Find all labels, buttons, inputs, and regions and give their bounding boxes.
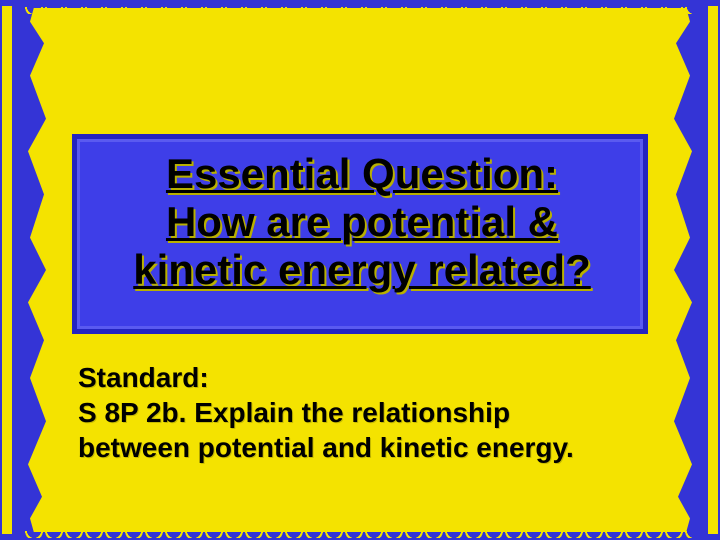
- title-line-3: kinetic energy related?: [133, 246, 591, 293]
- top-scallop: [24, 2, 696, 14]
- title-line-2: How are potential &: [166, 198, 558, 245]
- bottom-scallop: [24, 526, 696, 538]
- content-area: Essential Question: How are potential & …: [44, 20, 676, 520]
- body-line-1: Standard:: [78, 362, 209, 393]
- title-line-1: Essential Question:: [166, 150, 558, 197]
- left-yellow-edge: [2, 6, 12, 534]
- body-line-3: between potential and kinetic energy.: [78, 432, 574, 463]
- right-yellow-edge: [708, 6, 718, 534]
- body-line-2: S 8P 2b. Explain the relationship: [78, 397, 510, 428]
- slide: Essential Question: How are potential & …: [0, 0, 720, 540]
- body-text: Standard: S 8P 2b. Explain the relations…: [78, 360, 646, 465]
- title-text: Essential Question: How are potential & …: [78, 150, 646, 294]
